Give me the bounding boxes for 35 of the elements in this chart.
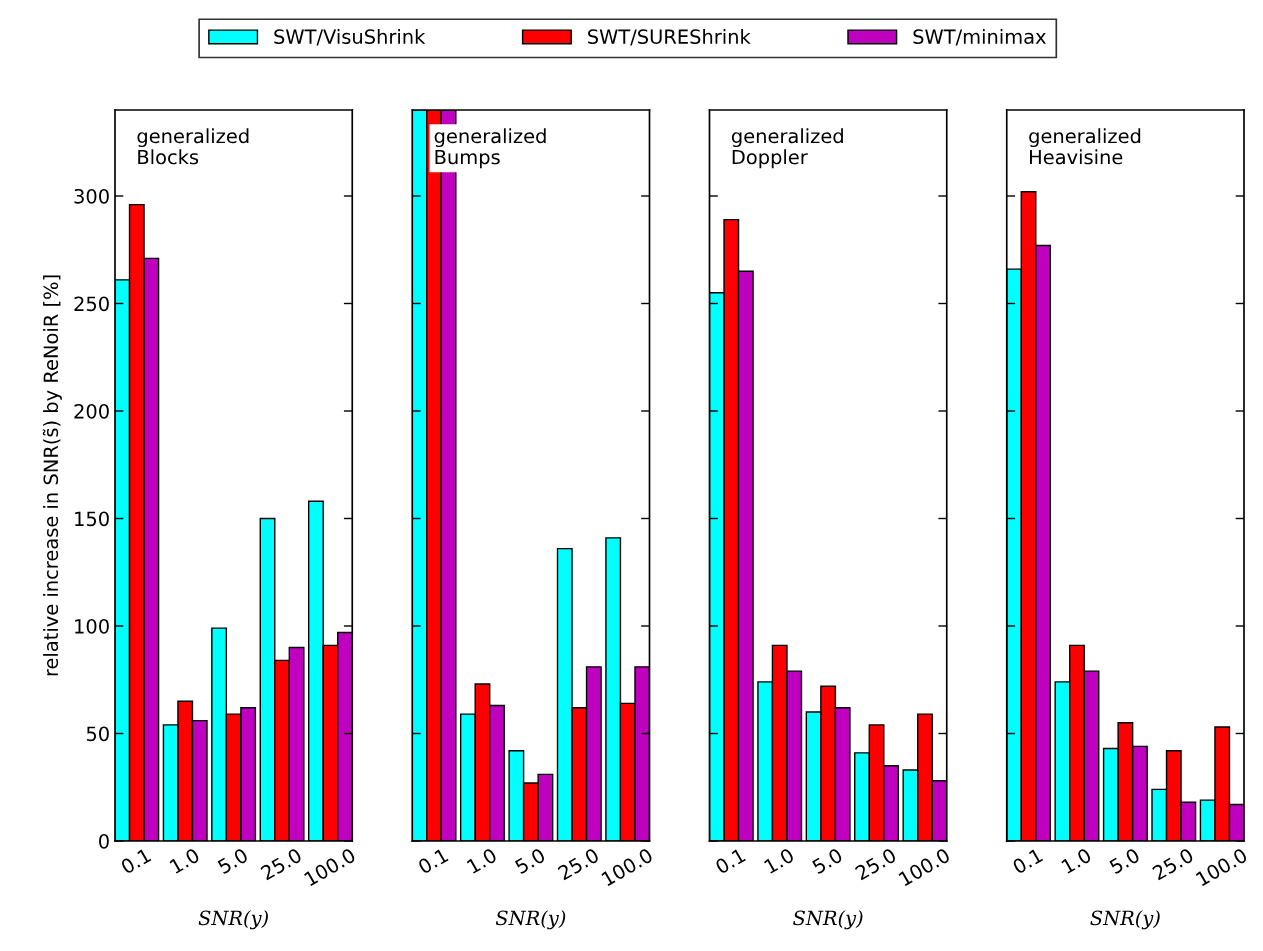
- x-axis-title: SNR(y): [793, 910, 863, 930]
- x-tick-label: 0.1: [714, 847, 746, 875]
- y-tick-label: 100: [75, 618, 109, 634]
- x-tick-label: 25.0: [1151, 847, 1195, 881]
- x-tick-label: 5.0: [1108, 847, 1141, 875]
- annotation: generalized Doppler: [731, 128, 843, 169]
- x-axis-title: SNR(y): [495, 910, 566, 930]
- annotation: generalized Bumps: [434, 128, 546, 169]
- annotation: generalized Blocks: [137, 128, 249, 165]
- x-tick-label: 0.1: [119, 847, 152, 875]
- annotation: generalized Heavisine: [1029, 128, 1141, 165]
- x-tick-label: 1.0: [169, 847, 201, 874]
- x-axis-title: SNR(y): [198, 910, 268, 930]
- y-tick-label: 300: [74, 188, 109, 204]
- x-axis-title: SNR(y): [1090, 910, 1160, 930]
- y-tick-label: 50: [86, 726, 109, 742]
- legend-label: SWT/minimax: [913, 28, 1046, 46]
- x-tick-label: 0.1: [417, 847, 449, 875]
- y-axis-title: relative increase in SNR(s̃) by ReNoiR [%]: [42, 275, 62, 676]
- x-tick-label: 25.0: [557, 847, 600, 881]
- x-tick-label: 5.0: [217, 847, 249, 875]
- x-tick-label: 1.0: [466, 847, 498, 874]
- y-tick-label: 250: [74, 296, 109, 312]
- x-tick-label: 0.1: [1011, 847, 1044, 875]
- x-tick-label: 5.0: [811, 847, 844, 875]
- y-tick-label: 150: [75, 511, 109, 527]
- legend-label: SWT/VisuShrink: [274, 28, 426, 46]
- y-tick-label: 0: [99, 833, 109, 849]
- x-tick-label: 1.0: [1060, 847, 1093, 874]
- legend-label: SWT/SUREShrink: [588, 28, 751, 46]
- x-tick-label: 1.0: [763, 847, 795, 874]
- x-tick-label: 25.0: [854, 847, 897, 881]
- x-tick-label: 25.0: [260, 847, 303, 881]
- x-tick-label: 5.0: [514, 847, 546, 875]
- y-tick-label: 200: [74, 403, 109, 419]
